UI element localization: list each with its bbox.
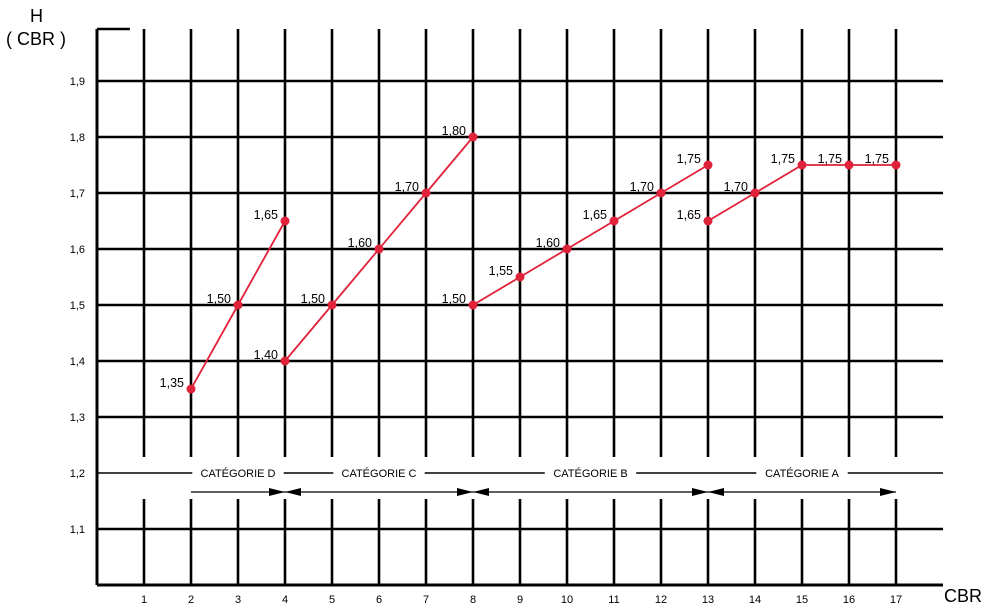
x-tick-label: 9 [517,594,523,606]
category-label-bg [192,465,284,481]
data-label: 1,60 [536,236,560,250]
category-label-bg [333,465,425,481]
x-tick-label: 6 [376,594,382,606]
data-point [797,160,807,170]
data-label: 1,75 [677,152,701,166]
x-tick-label: 14 [749,594,761,606]
data-label: 1,65 [677,208,701,222]
data-point [703,160,713,170]
x-tick-label: 5 [329,594,335,606]
y-tick-label: 1,4 [70,356,85,368]
category-label: CATÉGORIE D [201,467,276,480]
x-tick-label: 11 [608,594,619,606]
x-tick-label: 16 [843,594,855,606]
y-tick-label: 1,8 [70,132,85,144]
category-arrowhead-left [708,488,724,496]
category-arrowhead-right [269,488,285,496]
y-tick-label: 1,7 [70,188,85,200]
y-tick-label: 1,2 [70,468,85,480]
category-label: CATÉGORIE A [765,467,839,480]
data-point [421,188,431,198]
series-lines [186,132,901,394]
y-tick-label: 1,5 [70,300,85,312]
category-arrowhead-right [880,488,896,496]
data-point [374,244,384,254]
y-tick-label: 1,9 [70,76,85,88]
axes [95,27,943,587]
category-label-bg [756,465,848,481]
data-label: 1,70 [724,180,748,194]
x-tick-label: 13 [702,594,714,606]
x-tick-label: 17 [890,594,902,606]
data-label: 1,55 [489,264,513,278]
category-arrowhead-right [457,488,473,496]
data-point [703,216,713,226]
category-arrowhead-left [285,488,301,496]
data-point [515,272,525,282]
data-point [562,244,572,254]
grid [97,29,943,585]
data-point [844,160,854,170]
data-point [186,384,196,394]
data-point [750,188,760,198]
x-tick-label: 8 [470,594,476,606]
y-tick-label: 1,3 [70,412,85,424]
data-point [656,188,666,198]
data-label: 1,35 [160,376,184,390]
data-point [609,216,619,226]
x-tick-label: 7 [423,594,429,606]
y-tick-label: 1,6 [70,244,85,256]
category-label-bg [544,465,637,481]
data-point [468,300,478,310]
data-label: 1,65 [583,208,607,222]
category-arrowhead-right [692,488,708,496]
category-arrowhead-left [473,488,489,496]
data-label: 1,75 [771,152,795,166]
data-label: 1,70 [395,180,419,194]
category-label: CATÉGORIE B [553,467,627,480]
data-point [233,300,243,310]
x-tick-label: 12 [655,594,667,606]
data-point [468,132,478,142]
category-bands: CATÉGORIE D CATÉGORIE C CATÉGORIE B CATÉGOR… [97,465,943,496]
data-label: 1,65 [254,208,278,222]
y-tick-label: 1,1 [70,524,85,536]
x-tick-label: 2 [188,594,194,606]
data-label: 1,50 [207,292,231,306]
data-point [280,356,290,366]
category-label: CATÉGORIE C [342,467,417,480]
data-point [327,300,337,310]
data-label: 1,75 [818,152,842,166]
point-labels: 1,35 1,50 1,65 1,40 1,50 1,60 1,70 1,80 1,50 1,55… [160,124,889,390]
x-axis-title: CBR [944,586,982,606]
data-label: 1,50 [442,292,466,306]
x-tick-label: 1 [141,594,147,606]
tick-labels: 1,11,21,31,41,51,61,71,81,91 2 3 4 5 6 7 8 9 10 11… [70,76,902,606]
data-label: 1,75 [865,152,889,166]
data-point [891,160,901,170]
data-label: 1,50 [301,292,325,306]
data-label: 1,80 [442,124,466,138]
data-label: 1,60 [348,236,372,250]
y-axis-title-top: H [30,6,43,26]
x-tick-label: 4 [282,594,288,606]
x-tick-label: 3 [235,594,241,606]
x-tick-label: 15 [796,594,808,606]
series-line [472,164,709,306]
data-label: 1,40 [254,348,278,362]
data-label: 1,70 [630,180,654,194]
x-tick-label: 10 [561,594,573,606]
data-point [280,216,290,226]
y-axis-title-bottom: ( CBR ) [6,29,66,49]
